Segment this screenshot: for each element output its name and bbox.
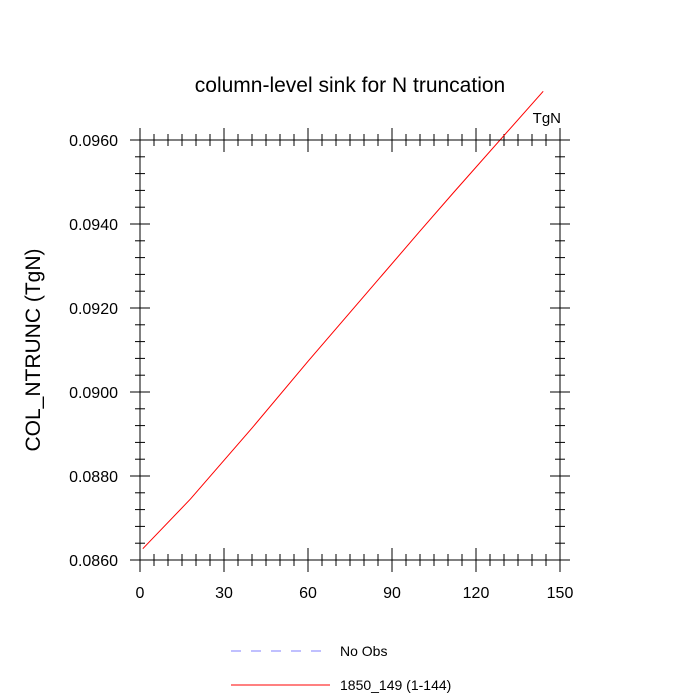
x-tick-label: 90	[383, 585, 401, 602]
x-tick-label: 30	[215, 585, 233, 602]
y-tick-labels: 0.0860 0.0880 0.0900 0.0920 0.0940 0.0960	[69, 133, 118, 570]
y-tick-label: 0.0880	[69, 469, 118, 486]
y-axis-label: COL_NTRUNC (TgN)	[22, 248, 45, 451]
legend-label-no-obs: No Obs	[340, 643, 387, 659]
y-tick-label: 0.0860	[69, 553, 118, 570]
plot-frame	[139, 139, 561, 561]
chart-title: column-level sink for N truncation	[195, 74, 505, 97]
y-tick-label: 0.0940	[69, 217, 118, 234]
units-label: TgN	[533, 110, 561, 127]
series-layer	[142, 90, 544, 550]
y-tick-label: 0.0920	[69, 301, 118, 318]
x-tick-label: 150	[547, 585, 574, 602]
y-tick-label: 0.0900	[69, 385, 118, 402]
x-tick-label: 120	[463, 585, 490, 602]
x-tick-label: 0	[136, 585, 145, 602]
x-tick-labels: 0 30 60 90 120 150	[136, 585, 574, 602]
series-line-1850-149-1-144-	[142, 90, 544, 550]
axis-ticks	[130, 128, 570, 572]
x-tick-label: 60	[299, 585, 317, 602]
y-tick-label: 0.0960	[69, 133, 118, 150]
legend: No Obs 1850_149 (1-144)	[231, 643, 451, 693]
legend-label-1850-149: 1850_149 (1-144)	[340, 677, 451, 693]
